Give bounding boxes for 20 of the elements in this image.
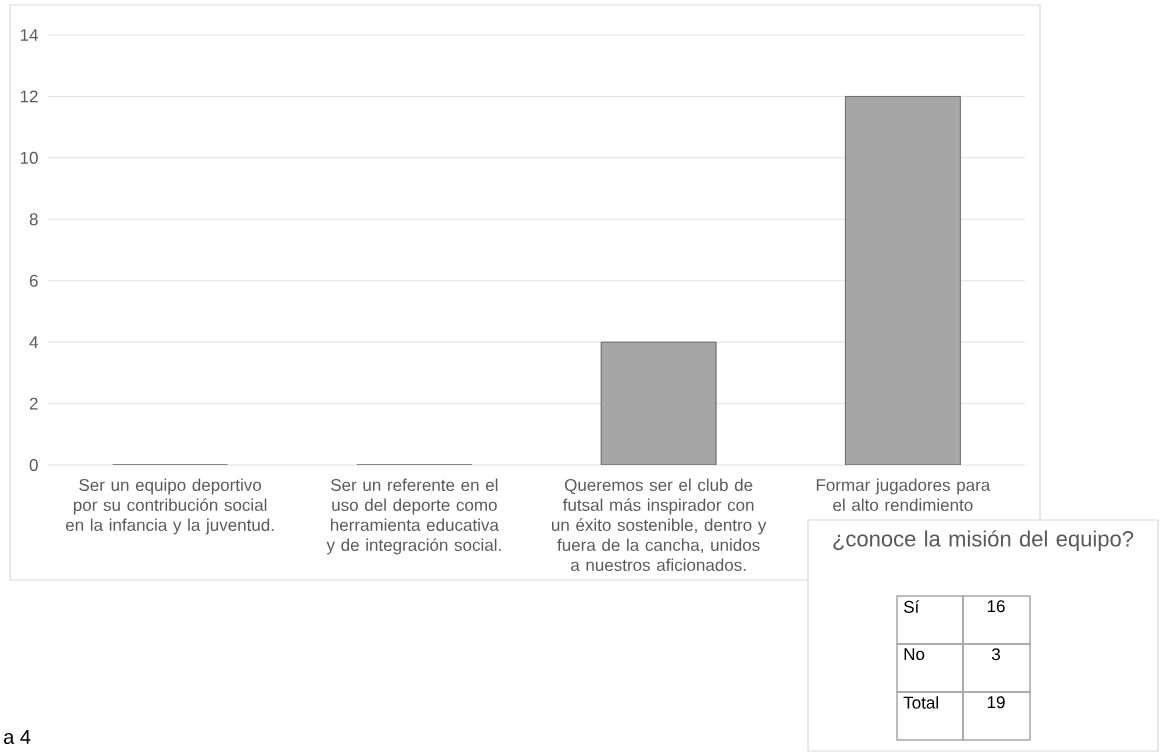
y-tick-label: 4 bbox=[29, 336, 38, 348]
category-label: Sí bbox=[903, 600, 920, 613]
data-label: 19 bbox=[987, 696, 1005, 709]
y-tick-label: 14 bbox=[20, 29, 38, 41]
data-label: 3 bbox=[991, 648, 1000, 661]
x-tick-label: Ser un referente en el uso del deporte como herramienta educativa y de integración social. bbox=[326, 478, 501, 555]
y-tick-label: 10 bbox=[20, 151, 38, 164]
category-label: No bbox=[904, 648, 925, 661]
y-tick-label: 8 bbox=[29, 213, 38, 226]
y-tick-label: 2 bbox=[29, 397, 38, 410]
y-tick-label: 6 bbox=[29, 274, 38, 287]
text: ¿conoce la misión del equipo? bbox=[833, 530, 1134, 551]
x-tick-label: Formar jugadores para el alto rendimiento bbox=[816, 478, 991, 512]
x-tick-label: Ser un equipo deportivo por su contribución social en la infancia y la juventud. bbox=[65, 478, 274, 535]
y-tick-label: 0 bbox=[29, 458, 38, 472]
category-label: Total bbox=[903, 696, 938, 709]
text: a 4 bbox=[4, 730, 31, 744]
x-tick-label: Queremos ser el club de futsal más inspirador con un éxito sostenible, dentro y fuera de la cancha, unidos a nuestros aficionados. bbox=[552, 478, 767, 572]
y-tick-label: 12 bbox=[20, 90, 38, 103]
data-label: 16 bbox=[987, 600, 1005, 613]
